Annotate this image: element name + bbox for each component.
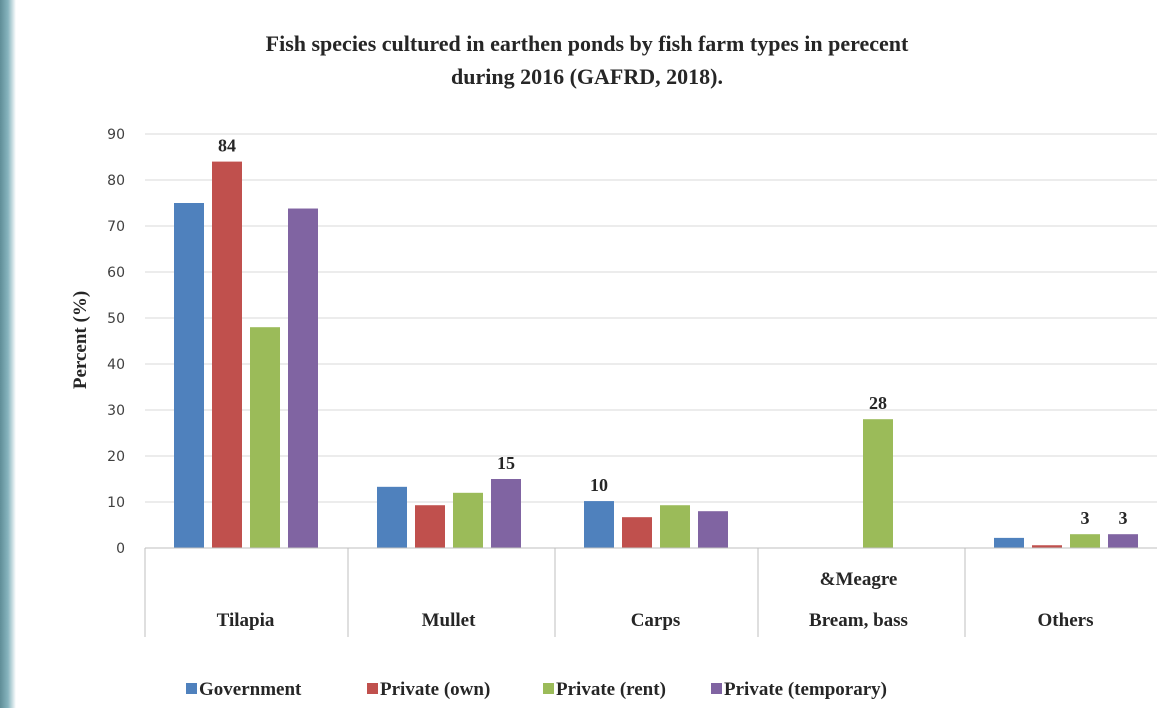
y-tick-label: 70 — [107, 219, 125, 235]
category-label: Tilapia — [217, 610, 275, 631]
bar — [863, 419, 893, 548]
category-label: Bream, bass — [809, 610, 908, 631]
bar — [174, 203, 204, 548]
legend-label: Private (temporary) — [724, 679, 887, 700]
y-tick-label: 0 — [116, 541, 125, 557]
bar — [1070, 534, 1100, 548]
bars — [174, 161, 1138, 548]
bar — [622, 517, 652, 548]
bar — [698, 511, 728, 548]
bar — [377, 486, 407, 548]
bar — [660, 505, 690, 548]
legend-label: Government — [199, 679, 302, 700]
data-label: 3 — [1119, 508, 1128, 528]
legend-swatch — [543, 683, 554, 694]
chart-title: Fish species cultured in earthen ponds b… — [266, 31, 909, 56]
bar — [994, 537, 1024, 548]
bar — [453, 492, 483, 548]
category-label: Carps — [631, 610, 681, 631]
y-tick-label: 40 — [107, 357, 125, 373]
data-label: 3 — [1081, 508, 1090, 528]
legend: Government Private (own) Private (rent) Pri… — [186, 679, 887, 700]
legend-label: Private (own) — [380, 679, 490, 700]
legend-swatch — [711, 683, 722, 694]
y-tick-label: 30 — [107, 403, 125, 419]
bar — [212, 161, 242, 548]
data-label: 10 — [590, 475, 608, 495]
bar — [250, 327, 280, 548]
data-labels: 84 15 10 28 3 3 — [218, 136, 1128, 529]
y-tick-label: 10 — [107, 495, 125, 511]
y-tick-label: 60 — [107, 265, 125, 281]
y-tick-label: 20 — [107, 449, 125, 465]
category-label: Mullet — [422, 610, 476, 631]
bar — [491, 479, 521, 548]
y-tick-label: 80 — [107, 173, 125, 189]
y-tick-label: 90 — [107, 127, 125, 143]
y-axis-label: Percent (%) — [70, 291, 91, 389]
data-label: 15 — [497, 453, 515, 473]
category-label: Others — [1038, 610, 1094, 631]
data-label: 84 — [218, 136, 236, 156]
category-axis: Tilapia Mullet Carps&Meagre Bream, bass Othe… — [144, 547, 1157, 637]
legend-swatch — [186, 683, 197, 694]
chart-subtitle: during 2016 (GAFRD, 2018). — [451, 64, 723, 89]
bar — [1108, 534, 1138, 548]
category-label: &Meagre — [820, 569, 898, 590]
legend-swatch — [367, 683, 378, 694]
bar — [288, 208, 318, 548]
data-label: 28 — [869, 393, 887, 413]
y-tick-label: 50 — [107, 311, 125, 327]
bar — [415, 505, 445, 548]
bar — [1032, 545, 1062, 548]
legend-label: Private (rent) — [556, 679, 666, 700]
bar — [584, 501, 614, 548]
